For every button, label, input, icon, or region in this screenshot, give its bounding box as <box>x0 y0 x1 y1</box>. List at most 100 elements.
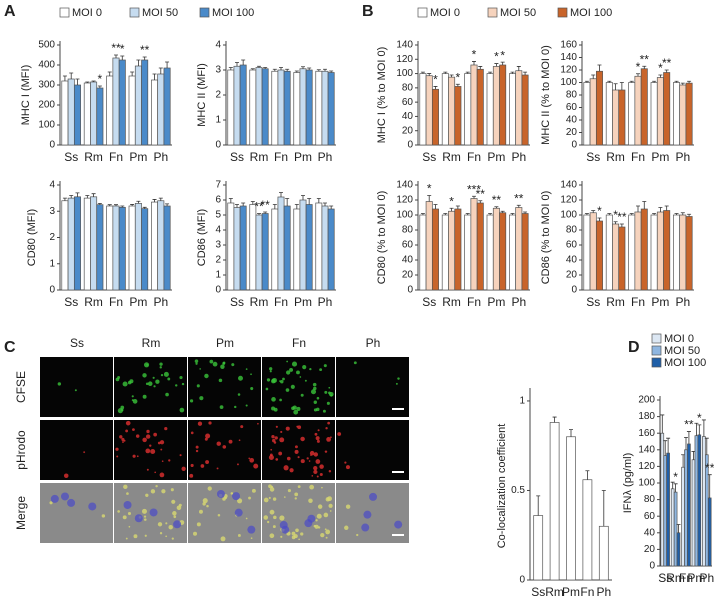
fluorescence <box>195 445 199 449</box>
fluorescence <box>132 454 136 458</box>
fluorescence <box>313 465 318 471</box>
significance: * <box>597 204 602 218</box>
fluorescence <box>282 377 285 381</box>
x-tick-label: Ss <box>531 585 545 598</box>
fluorescence <box>160 448 163 451</box>
error-bar <box>673 483 678 493</box>
bar <box>299 199 307 291</box>
fluorescence <box>283 496 286 498</box>
error-bar <box>130 204 135 206</box>
error-bar <box>694 422 699 436</box>
y-tick-label: 0 <box>649 561 655 572</box>
nucleus <box>173 520 182 529</box>
fluorescence <box>155 484 158 488</box>
fluorescence <box>272 377 277 383</box>
nucleus <box>60 492 69 501</box>
y-tick-label: 4 <box>215 225 221 236</box>
fluorescence <box>218 378 223 383</box>
fluorescence <box>164 426 168 431</box>
bar <box>106 205 114 291</box>
fluorescence <box>209 359 214 364</box>
fluorescence <box>205 460 210 464</box>
y-axis-title: MHC I (% to MOI 0) <box>376 47 388 144</box>
bar <box>73 196 81 291</box>
fluorescence <box>143 362 150 368</box>
bar <box>261 68 269 146</box>
fluorescence <box>207 486 212 491</box>
fluorescence <box>263 497 269 503</box>
bar <box>255 214 263 291</box>
bar <box>454 208 462 291</box>
x-tick-label: Ss <box>422 295 436 309</box>
bar <box>163 205 171 291</box>
error-bar <box>687 213 692 217</box>
significance: * <box>472 48 477 62</box>
error-bar <box>478 200 483 203</box>
fluorescence <box>298 538 300 541</box>
fluorescence <box>116 455 119 458</box>
error-bar <box>114 54 118 58</box>
y-axis-title: CD80 (MFI) <box>26 209 38 266</box>
error-bar <box>323 68 327 72</box>
bar <box>321 205 329 291</box>
y-tick-label: 80 <box>566 90 578 101</box>
bar <box>239 205 247 291</box>
fluorescence <box>57 382 62 386</box>
significance: * <box>427 182 432 196</box>
legend-label: MOI 0 <box>430 7 460 19</box>
fluorescence <box>268 496 271 500</box>
legend-label: MOI 100 <box>570 7 612 19</box>
bar <box>499 64 507 146</box>
error-bar <box>697 424 702 435</box>
bar <box>685 216 693 291</box>
nucleus <box>279 521 288 530</box>
fluorescence <box>280 535 283 538</box>
bar <box>670 488 675 567</box>
error-bar <box>613 221 618 224</box>
fluorescence <box>83 451 86 454</box>
error-bar <box>488 71 493 74</box>
fluorescence <box>356 533 359 537</box>
error-bar <box>120 55 125 60</box>
bar <box>431 208 439 291</box>
fluorescence <box>115 447 119 451</box>
bar <box>227 202 235 291</box>
x-tick-label: Fn <box>109 295 123 309</box>
fluorescence <box>283 465 289 471</box>
y-tick-label: 0 <box>215 285 221 296</box>
x-tick-label: Ph <box>153 150 168 164</box>
bar <box>583 214 591 291</box>
fluorescence <box>306 457 309 460</box>
significance: ** <box>111 41 121 55</box>
error-bar <box>97 85 102 88</box>
bar <box>151 201 159 291</box>
x-tick-label: Ss <box>64 295 78 309</box>
y-tick-label: 180 <box>638 411 655 422</box>
bar <box>96 87 104 146</box>
fluorescence <box>268 484 272 489</box>
bar <box>277 196 285 291</box>
significance: ** <box>684 418 694 432</box>
y-tick-label: 160 <box>560 40 577 51</box>
fluorescence <box>161 489 166 494</box>
x-tick-label: Ph <box>699 571 714 585</box>
fluorescence <box>289 367 294 372</box>
bar <box>464 73 472 146</box>
x-tick-label: Fn <box>274 295 288 309</box>
error-bar <box>619 223 624 227</box>
fluorescence <box>337 432 342 436</box>
bar <box>470 64 478 146</box>
error-bar <box>597 217 602 221</box>
bar <box>666 452 670 567</box>
fluorescence <box>328 386 331 389</box>
fluorescence <box>279 437 285 443</box>
bar <box>582 479 593 581</box>
significance: * <box>673 470 678 484</box>
x-tick-label: Rm <box>84 295 103 309</box>
error-bar <box>687 80 692 84</box>
bar <box>73 84 81 146</box>
legend-label: MOI 50 <box>664 345 700 357</box>
x-tick-label: Fn <box>631 150 645 164</box>
fluorescence <box>192 531 198 536</box>
y-axis-title: IFNλ (pg/ml) <box>622 453 634 514</box>
